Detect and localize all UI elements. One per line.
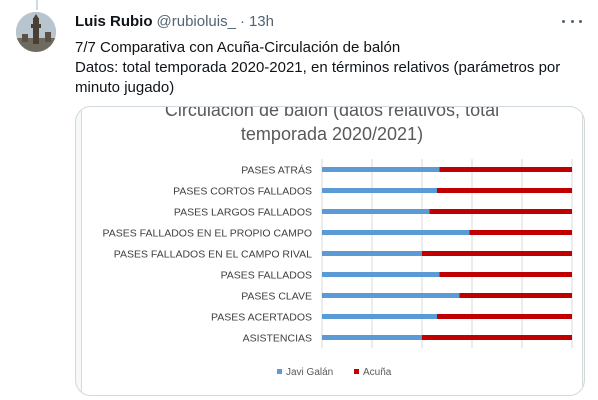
header-separator: · [239, 13, 245, 30]
category-label: PASES CLAVE [241, 291, 312, 303]
avatar-image [16, 12, 56, 52]
category-label: PASES FALLADOS [221, 270, 312, 282]
tweet-text-line-3: minuto jugado) [75, 79, 175, 96]
bar-series-2 [422, 335, 572, 340]
bar-series-2 [459, 293, 572, 298]
chart-title-line-2: temporada 2020/2021) [241, 124, 423, 144]
category-label: PASES FALLADOS EN EL CAMPO RIVAL [114, 249, 312, 261]
bar-series-1 [322, 209, 430, 214]
tweet-text: 7/7 Comparativa con Acuña-Circulación de… [75, 38, 575, 98]
category-label: PASES FALLADOS EN EL PROPIO CAMPO [103, 228, 312, 240]
tweet-text-line-1: 7/7 Comparativa con Acuña-Circulación de… [75, 39, 401, 56]
legend-swatch [277, 369, 282, 374]
bar-series-2 [422, 251, 572, 256]
bar-series-1 [322, 272, 440, 277]
bar-series-1 [322, 167, 440, 172]
category-label: ASISTENCIAS [243, 333, 312, 345]
avatar[interactable] [16, 12, 56, 52]
category-label: PASES ATRÁS [241, 164, 312, 177]
bar-series-2 [439, 167, 572, 172]
stacked-bar-chart: Circulación de balón (datos relativos, t… [103, 106, 573, 378]
thread-connector-line [36, 0, 38, 10]
bar-series-1 [322, 293, 460, 298]
bar-series-2 [469, 230, 572, 235]
category-label: PASES ACERTADOS [211, 312, 312, 324]
bar-series-1 [322, 230, 470, 235]
bar-series-2 [429, 209, 572, 214]
tweet-header: Luis Rubio @rubioluis_ · 13h [75, 13, 274, 30]
tweet-timestamp[interactable]: 13h [248, 13, 274, 30]
chart-title-line-1: Circulación de balón (datos relativos, t… [165, 106, 499, 120]
category-label: PASES CORTOS FALLADOS [173, 186, 312, 198]
bar-series-1 [322, 314, 437, 319]
bar-series-2 [439, 272, 572, 277]
legend-label: Javi Galán [286, 367, 333, 378]
bar-series-1 [322, 188, 437, 193]
legend-swatch [354, 369, 359, 374]
legend-label: Acuña [363, 367, 392, 378]
author-name[interactable]: Luis Rubio [75, 13, 153, 30]
bar-series-1 [322, 335, 422, 340]
more-options-icon[interactable] [562, 14, 582, 28]
bar-series-1 [322, 251, 422, 256]
tweet-text-line-2: Datos: total temporada 2020-2021, en tér… [75, 59, 561, 76]
author-handle[interactable]: @rubioluis_ [156, 13, 236, 30]
category-label: PASES LARGOS FALLADOS [174, 207, 312, 219]
tweet-media[interactable]: Circulación de balón (datos relativos, t… [75, 106, 585, 396]
chart-image: Circulación de balón (datos relativos, t… [81, 106, 583, 395]
bar-series-2 [437, 188, 572, 193]
bar-series-2 [437, 314, 572, 319]
